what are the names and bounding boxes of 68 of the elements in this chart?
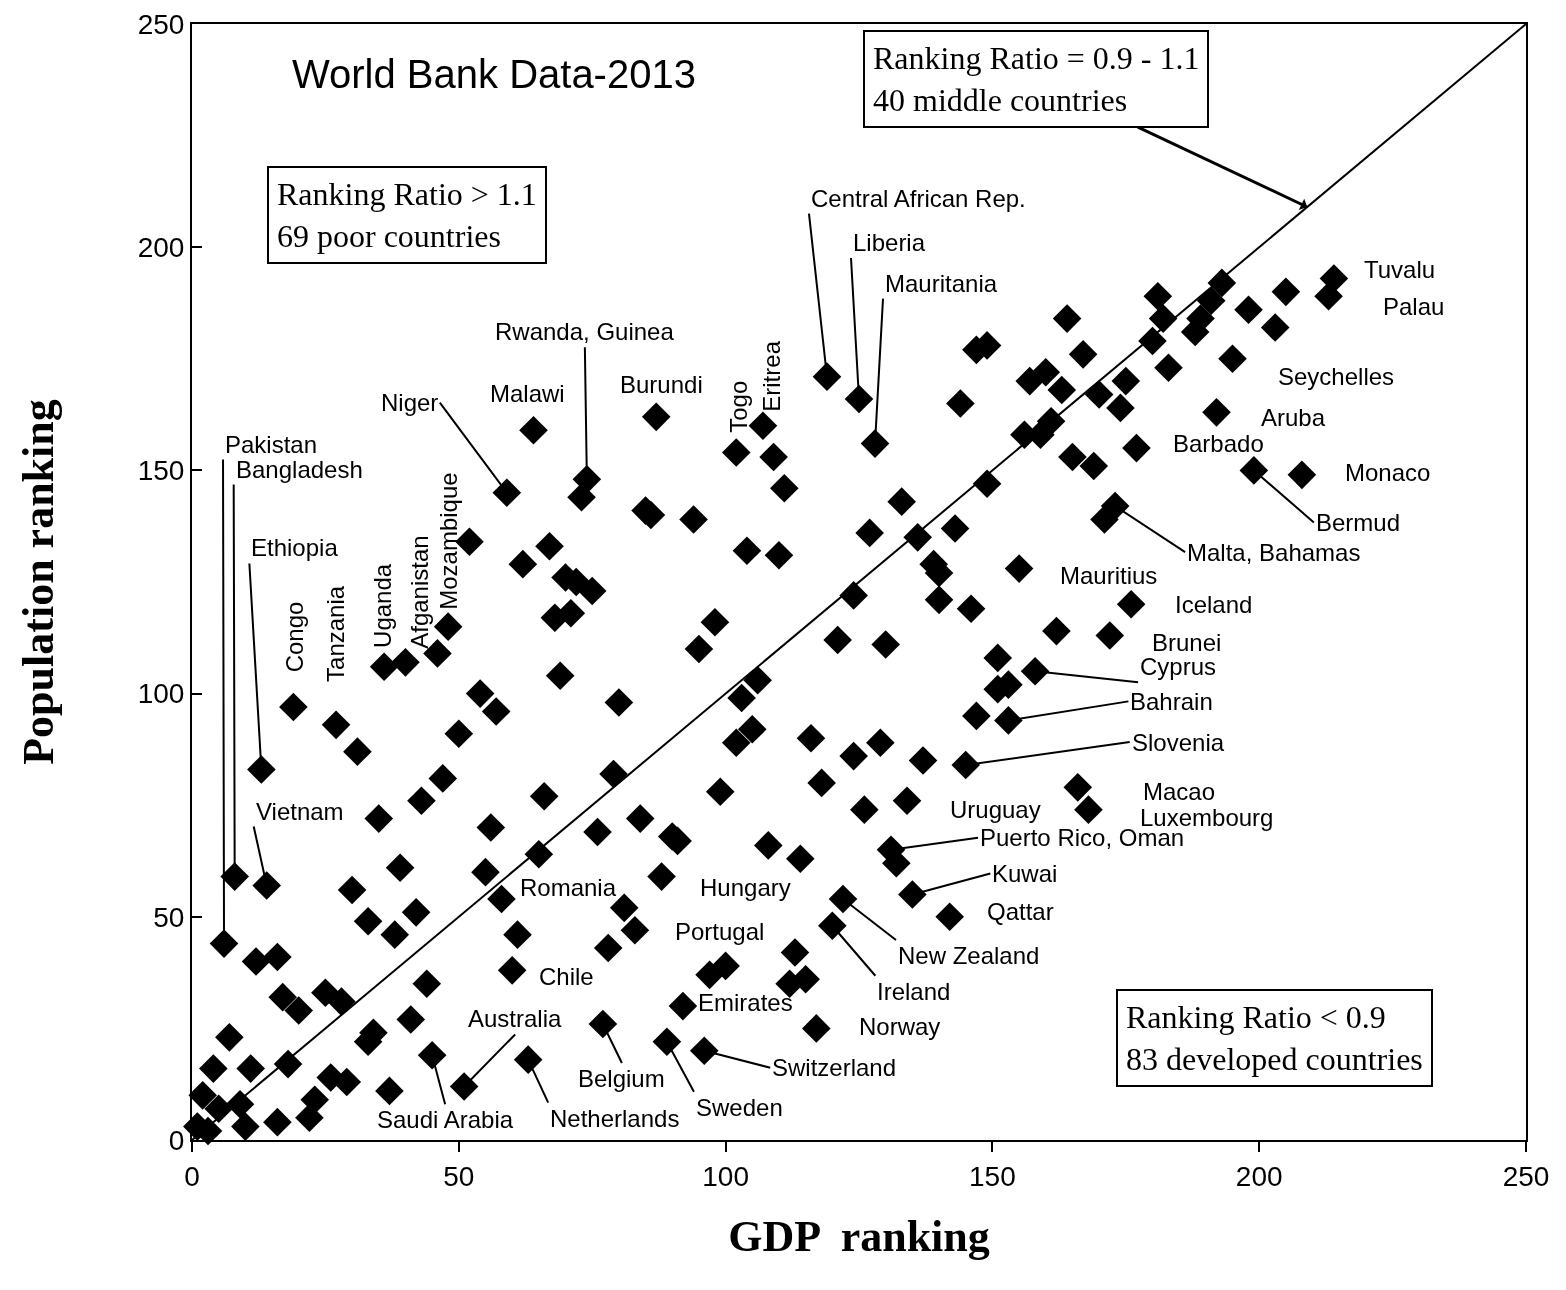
annotation: Barbado bbox=[1173, 430, 1264, 457]
annotation: Eritrea bbox=[758, 340, 786, 412]
annotation: Portugal bbox=[675, 918, 765, 945]
annotation: Pakistan bbox=[225, 431, 318, 458]
annotation: Emirates bbox=[698, 989, 793, 1016]
annotation: Ranking Ratio < 0.9 83 developed countries bbox=[1126, 999, 1423, 1077]
x-tick-label: 250 bbox=[1502, 1160, 1550, 1192]
annotation: Bangladesh bbox=[236, 456, 363, 483]
annotation: Macao bbox=[1143, 778, 1216, 805]
annotation: World Bank Data-2013 bbox=[292, 52, 696, 96]
y-tick-label: 250 bbox=[137, 8, 185, 40]
annotation: Seychelles bbox=[1278, 363, 1395, 390]
annotation: Rwanda, Guinea bbox=[495, 318, 675, 345]
annotation: Luxembourg bbox=[1140, 804, 1274, 831]
annotation: Cyprus bbox=[1140, 653, 1217, 680]
annotation: Netherlands bbox=[550, 1105, 680, 1132]
annotation: Togo bbox=[724, 380, 752, 433]
annotation: Palau bbox=[1383, 293, 1445, 320]
annotation: Switzerland bbox=[772, 1054, 897, 1081]
annotation: Tuvalu bbox=[1364, 256, 1436, 283]
annotation: Afganistan bbox=[406, 535, 434, 649]
annotation: Mauritania bbox=[885, 270, 998, 297]
annotation: Aruba bbox=[1261, 404, 1326, 431]
annotation: Liberia bbox=[853, 229, 926, 256]
annotation: Slovenia bbox=[1132, 729, 1225, 756]
annotation: Malawi bbox=[490, 380, 565, 407]
x-tick-label: 150 bbox=[969, 1160, 1016, 1192]
annotation: Saudi Arabia bbox=[377, 1106, 514, 1133]
annotation: Uganda bbox=[369, 563, 397, 648]
annotation: Chile bbox=[539, 963, 594, 990]
annotation: Australia bbox=[468, 1005, 563, 1032]
annotation: Bermud bbox=[1316, 509, 1401, 536]
annotation: Burundi bbox=[620, 371, 703, 398]
annotation: Tanzania bbox=[322, 585, 350, 682]
annotation: Niger bbox=[381, 389, 439, 416]
annotation: Iceland bbox=[1175, 591, 1253, 618]
annotation: Belgium bbox=[578, 1065, 665, 1092]
y-tick-label: 0 bbox=[168, 1124, 185, 1156]
annotation: Kuwai bbox=[992, 860, 1058, 887]
annotation: Ireland bbox=[877, 978, 951, 1005]
annotation: Vietnam bbox=[256, 798, 344, 825]
annotation: New Zealand bbox=[898, 942, 1040, 969]
y-axis-title: Population ranking bbox=[14, 399, 64, 765]
annotation: Hungary bbox=[700, 874, 791, 901]
annotation: Malta, Bahamas bbox=[1187, 539, 1361, 566]
x-tick-label: 200 bbox=[1235, 1160, 1283, 1192]
annotation: Mozambique bbox=[435, 472, 463, 610]
annotation: Uruguay bbox=[950, 796, 1041, 823]
annotation: Romania bbox=[520, 874, 617, 901]
y-tick-label: 50 bbox=[153, 901, 185, 933]
annotation: Congo bbox=[281, 601, 309, 673]
annotation: Monaco bbox=[1345, 459, 1431, 486]
x-axis-title: GDP ranking bbox=[728, 1212, 990, 1262]
x-tick-label: 100 bbox=[702, 1160, 749, 1192]
y-tick-label: 100 bbox=[137, 678, 185, 710]
annotation: Ranking Ratio > 1.1 69 poor countries bbox=[277, 176, 537, 254]
annotation: Bahrain bbox=[1130, 688, 1213, 715]
y-tick-label: 200 bbox=[137, 232, 185, 263]
annotation: Brunei bbox=[1152, 629, 1222, 656]
annotation: Qattar bbox=[987, 898, 1054, 925]
x-tick-label: 50 bbox=[443, 1160, 475, 1192]
annotation: Sweden bbox=[696, 1094, 783, 1121]
annotation: Mauritius bbox=[1060, 562, 1158, 589]
y-tick-label: 150 bbox=[137, 455, 185, 487]
annotation: Central African Rep. bbox=[811, 185, 1026, 212]
annotation: Norway bbox=[859, 1013, 941, 1040]
annotation: Ethiopia bbox=[251, 534, 339, 561]
annotation: Ranking Ratio = 0.9 - 1.1 40 middle countries bbox=[873, 40, 1200, 118]
